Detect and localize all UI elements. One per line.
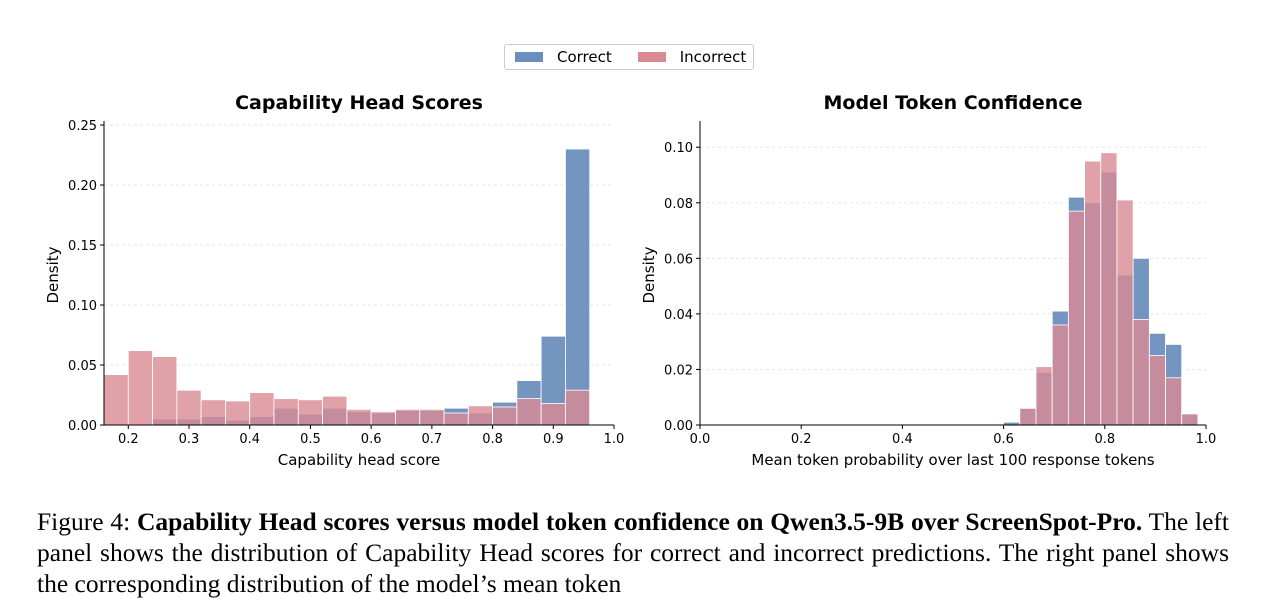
x-axis-label: Capability head score — [278, 451, 440, 469]
bar-incorrect — [127, 350, 153, 426]
x-axis-label: Mean token probability over last 100 res… — [751, 451, 1154, 469]
y-tick-label: 0.06 — [664, 252, 693, 267]
caption-label: Figure 4: — [37, 507, 131, 536]
legend-label-incorrect: Incorrect — [679, 48, 747, 66]
bar-incorrect — [346, 408, 372, 426]
y-axis-label: Density — [44, 246, 62, 303]
x-tick-label: 0.7 — [422, 432, 443, 447]
bar-incorrect — [370, 411, 396, 426]
bar-incorrect — [1132, 319, 1150, 426]
bar-incorrect — [297, 399, 323, 426]
bar-incorrect — [249, 392, 275, 426]
y-tick-label: 0.10 — [664, 141, 693, 156]
x-tick-label: 1.0 — [1196, 432, 1217, 447]
bar-incorrect — [1148, 355, 1166, 426]
bar-incorrect — [225, 400, 251, 426]
legend: Correct Incorrect — [504, 44, 754, 70]
y-tick-label: 0.20 — [68, 179, 97, 194]
x-tick-label: 0.6 — [993, 432, 1014, 447]
bar-incorrect — [1067, 210, 1085, 426]
bar-incorrect — [443, 412, 469, 426]
x-tick-label: 0.4 — [892, 432, 913, 447]
bar-incorrect — [1165, 377, 1183, 426]
bar-incorrect — [516, 398, 542, 426]
bar-incorrect — [152, 356, 178, 426]
y-tick-label: 0.04 — [664, 308, 693, 323]
legend-label-correct: Correct — [557, 48, 612, 66]
chart-panel-0: 0.2 0.3 0.4 0.5 0.6 0.7 0.8 0.9 1.0 0.00 0.05 0.10 0… — [44, 92, 624, 469]
bar-incorrect — [1051, 324, 1069, 426]
bar-incorrect — [1100, 152, 1118, 426]
bar-incorrect — [200, 399, 226, 426]
bar-incorrect — [565, 389, 591, 426]
x-tick-label: 0.2 — [118, 432, 139, 447]
y-tick-label: 0.08 — [664, 197, 693, 212]
bar-incorrect — [103, 374, 129, 426]
bar-incorrect — [419, 408, 445, 426]
legend-item-correct: Correct — [515, 48, 612, 66]
x-tick-label: 0.5 — [300, 432, 321, 447]
figure-caption: Figure 4: Capability Head scores versus … — [37, 506, 1229, 599]
bar-incorrect — [1035, 366, 1053, 426]
bar-incorrect — [176, 389, 202, 426]
y-tick-label: 0.00 — [664, 419, 693, 434]
bar-incorrect — [395, 408, 421, 426]
x-tick-label: 0.6 — [361, 432, 382, 447]
caption-bold: Capability Head scores versus model toke… — [137, 507, 1143, 536]
y-tick-label: 0.10 — [68, 299, 97, 314]
x-tick-label: 0.9 — [543, 432, 564, 447]
figure: Correct Incorrect 0.2 0.3 0.4 0.5 0.6 0.7 0.8 0… — [44, 44, 1216, 469]
y-tick-label: 0.00 — [68, 419, 97, 434]
chart-capability-head-scores: 0.2 0.3 0.4 0.5 0.6 0.7 0.8 0.9 1.00.000.050.100… — [44, 92, 1216, 469]
bar-incorrect — [1181, 413, 1199, 426]
x-tick-label: 0.8 — [1094, 432, 1115, 447]
x-tick-label: 0.3 — [179, 432, 200, 447]
bar-incorrect — [1116, 199, 1134, 426]
x-tick-label: 0.4 — [239, 432, 260, 447]
bar-incorrect — [540, 402, 566, 426]
bar-incorrect — [1084, 160, 1102, 426]
y-tick-label: 0.25 — [68, 119, 97, 134]
bar-correct — [565, 148, 591, 426]
caption-text: The left panel shows the distribution of… — [37, 507, 1230, 598]
x-tick-label: 0.2 — [791, 432, 812, 447]
x-tick-label: 1.0 — [604, 432, 625, 447]
y-tick-label: 0.15 — [68, 239, 97, 254]
legend-swatch-correct — [515, 52, 543, 62]
x-tick-label: 0.8 — [482, 432, 503, 447]
chart-title: Capability Head Scores — [235, 92, 483, 114]
bar-incorrect — [273, 398, 299, 426]
x-tick-label: 0.0 — [690, 432, 711, 447]
bar-incorrect — [467, 405, 493, 426]
legend-item-incorrect: Incorrect — [637, 48, 747, 66]
bar-incorrect — [1019, 407, 1037, 426]
bar-incorrect — [322, 395, 348, 426]
legend-swatch-incorrect — [637, 52, 666, 62]
y-tick-label: 0.05 — [68, 359, 97, 374]
chart-title: Model Token Confidence — [824, 92, 1083, 114]
bar-incorrect — [492, 406, 518, 426]
y-axis-label: Density — [640, 246, 658, 303]
y-tick-label: 0.02 — [664, 363, 693, 378]
chart-panel-1: 0.0 0.2 0.4 0.6 0.8 1.0 0.00 0.02 0.04 0.06 0.08 0.… — [640, 92, 1216, 469]
